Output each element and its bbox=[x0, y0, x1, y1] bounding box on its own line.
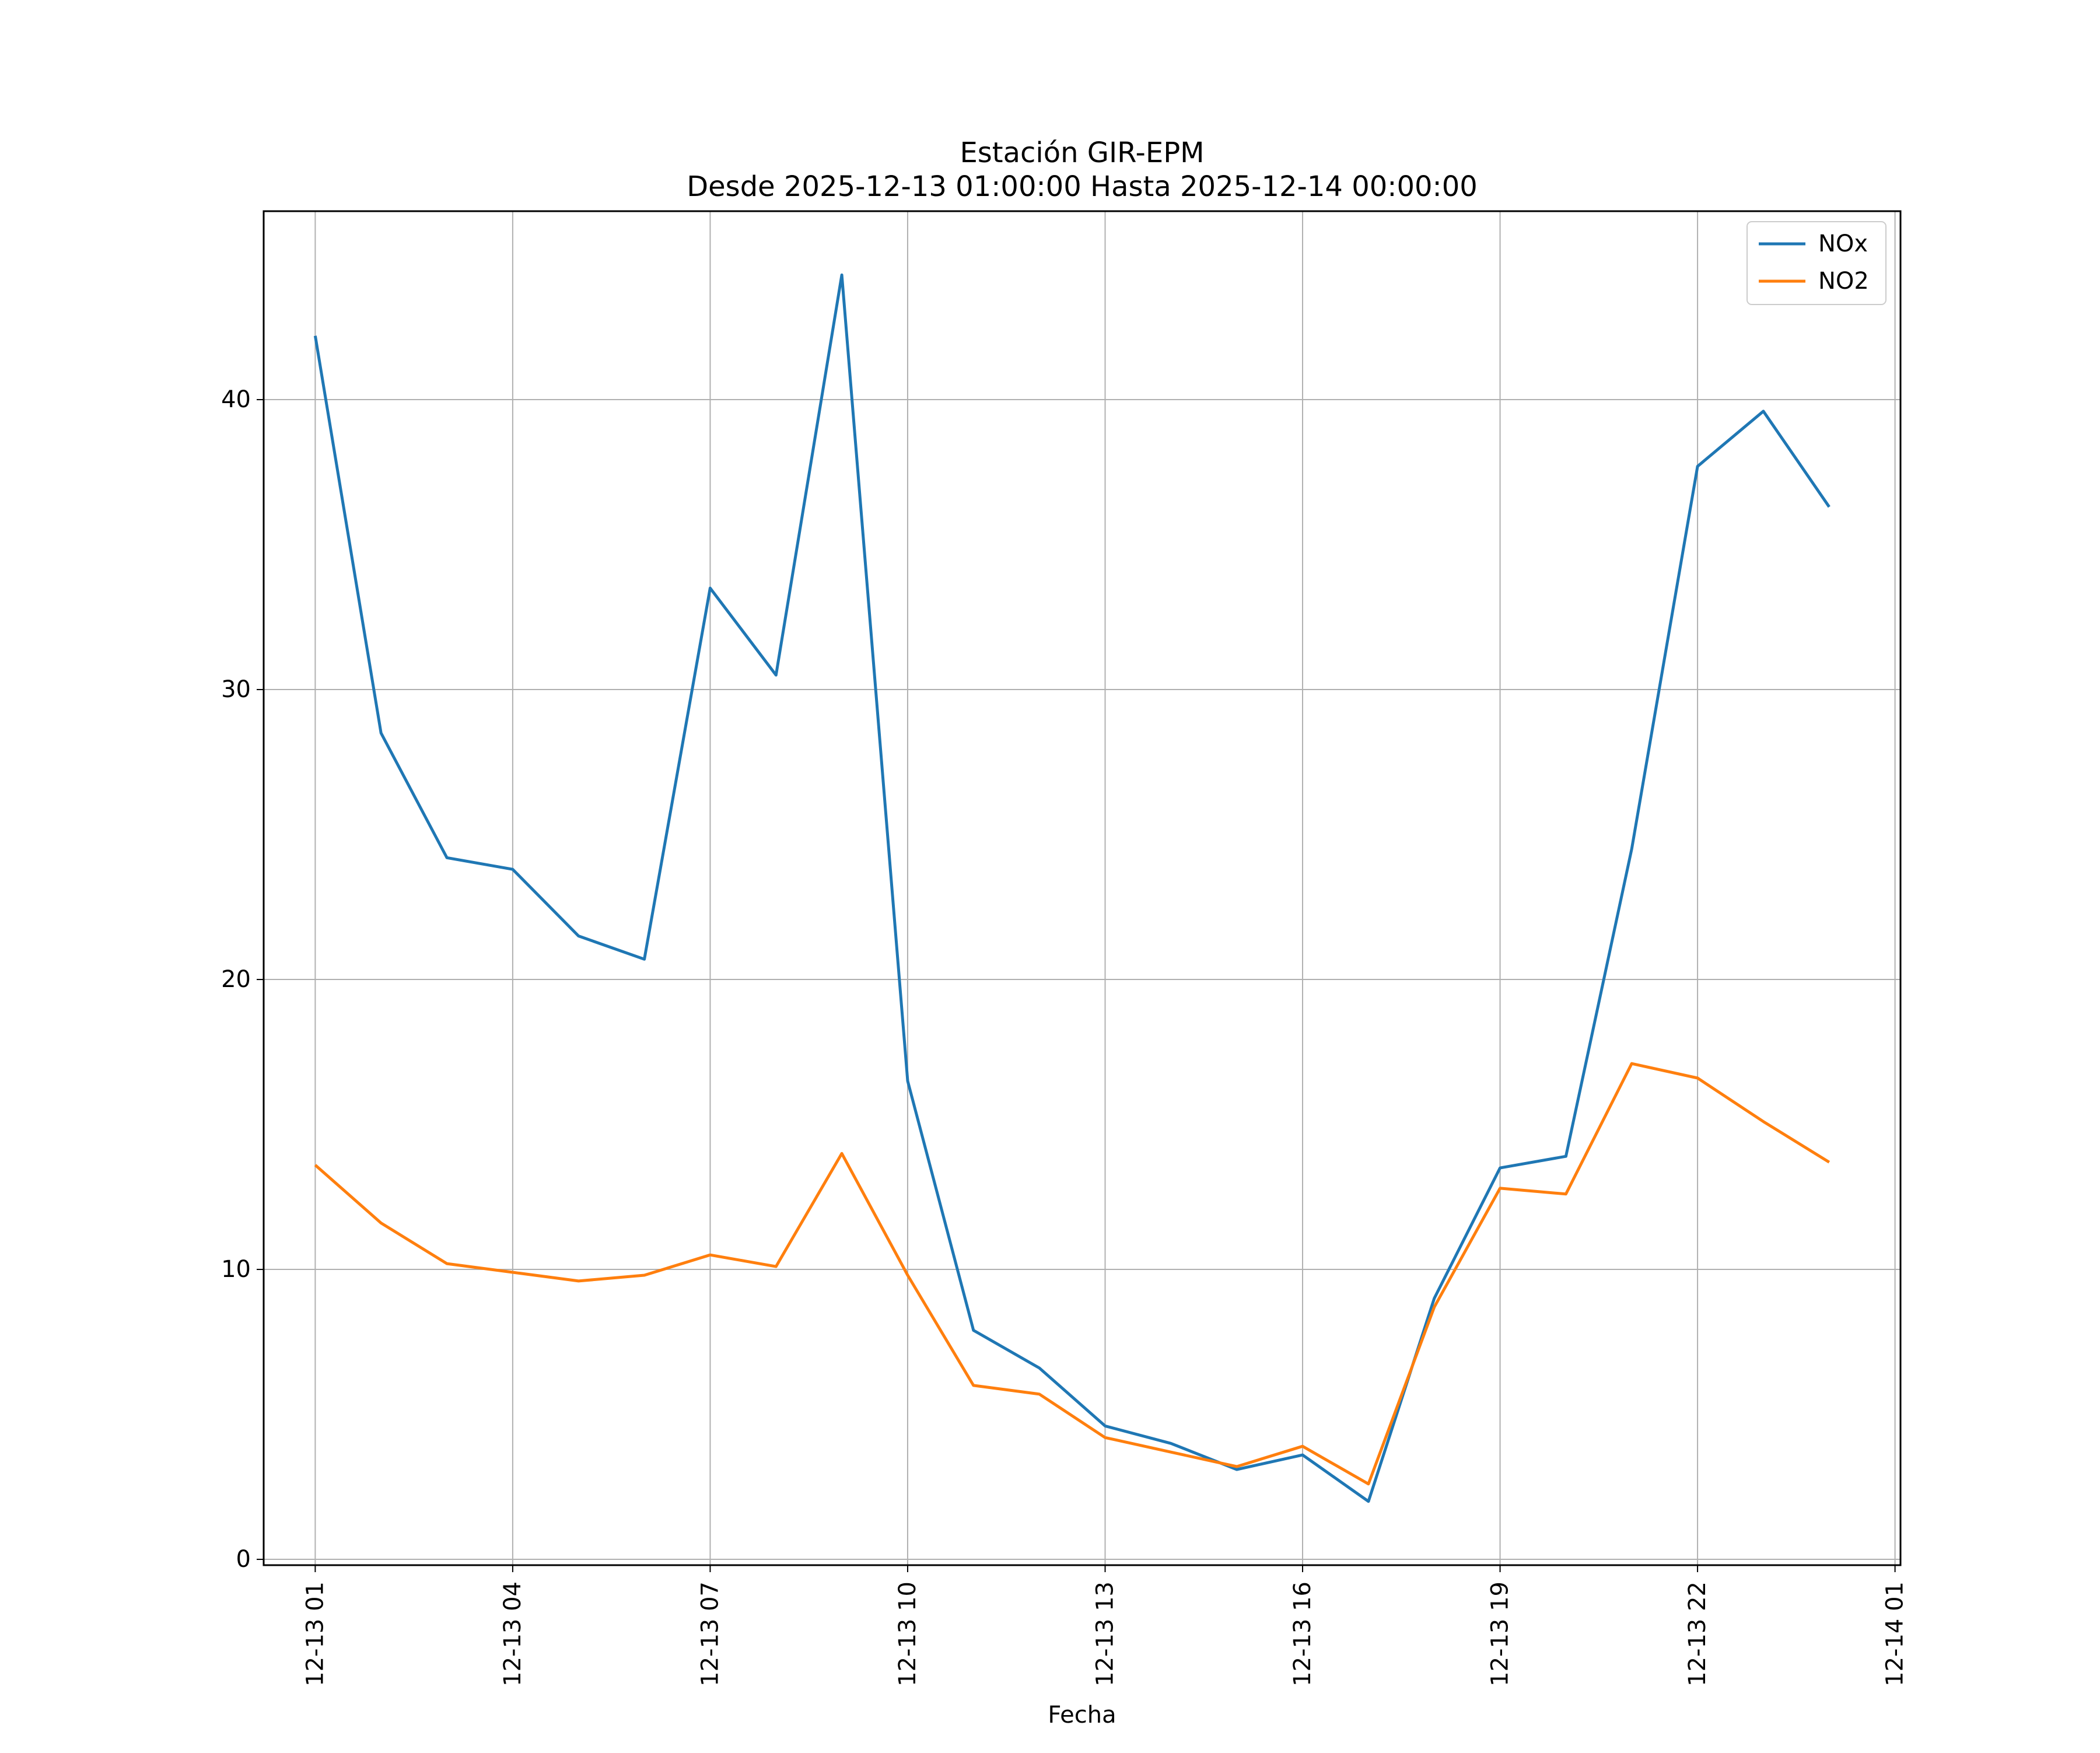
x-tick-label: 12-13 10 bbox=[894, 1581, 921, 1686]
chart-title: Estación GIR-EPM bbox=[960, 137, 1204, 169]
legend: NOx NO2 bbox=[1746, 221, 1887, 305]
series-line-nox bbox=[313, 273, 1831, 1503]
x-tick-label: 12-13 13 bbox=[1091, 1581, 1118, 1686]
y-tick-label: 40 bbox=[221, 386, 251, 413]
plot-area-frame bbox=[262, 210, 1902, 1566]
axis-ticks: 12-13 01 12-13 04 12-13 07 12-13 10 12-13 13… bbox=[221, 386, 1909, 1686]
y-tick-label: 0 bbox=[236, 1546, 251, 1573]
x-tick-label: 12-13 16 bbox=[1289, 1581, 1316, 1686]
x-tick-label: 12-13 01 bbox=[302, 1581, 328, 1686]
x-tick-label: 12-14 01 bbox=[1882, 1581, 1909, 1686]
x-tick-label: 12-13 22 bbox=[1684, 1581, 1711, 1686]
y-tick-label: 10 bbox=[221, 1256, 251, 1283]
x-tick-label: 12-13 04 bbox=[499, 1581, 526, 1686]
legend-label-no2: NO2 bbox=[1818, 268, 1869, 295]
grid-lines bbox=[264, 211, 1901, 1565]
legend-label-nox: NOx bbox=[1818, 230, 1868, 257]
chart-subtitle: Desde 2025-12-13 01:00:00 Hasta 2025-12-… bbox=[687, 170, 1478, 203]
x-tick-label: 12-13 19 bbox=[1487, 1581, 1514, 1686]
x-axis-label: Fecha bbox=[1048, 1702, 1116, 1728]
x-tick-label: 12-13 07 bbox=[696, 1581, 723, 1686]
series-lines bbox=[313, 273, 1831, 1503]
y-tick-label: 30 bbox=[221, 676, 251, 703]
y-tick-label: 20 bbox=[221, 966, 251, 993]
series-line-no2 bbox=[314, 1062, 1831, 1486]
